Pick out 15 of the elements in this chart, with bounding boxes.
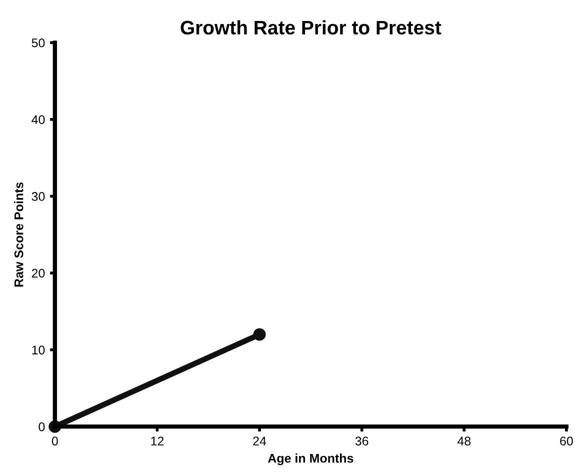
y-tick-label: 20: [32, 268, 45, 278]
x-tick-label: 48: [457, 436, 471, 446]
x-tick-label: 12: [151, 436, 164, 446]
y-tick-label: 10: [32, 346, 45, 354]
chart-title: Growth Rate Prior to Pretest: [180, 20, 442, 35]
y-axis-title: Raw Score Points: [14, 182, 24, 287]
y-tick-label: 50: [32, 38, 45, 48]
y-tick-label: 0: [38, 422, 45, 432]
x-tick-label: 36: [355, 436, 368, 446]
x-tick-label: 60: [560, 436, 573, 446]
y-tick-label: 40: [32, 115, 45, 124]
y-tick-label: 30: [32, 192, 45, 201]
x-axis-title: Age in Months: [268, 454, 354, 466]
x-tick-label: 24: [253, 436, 266, 446]
x-tick-label: 0: [52, 436, 58, 446]
